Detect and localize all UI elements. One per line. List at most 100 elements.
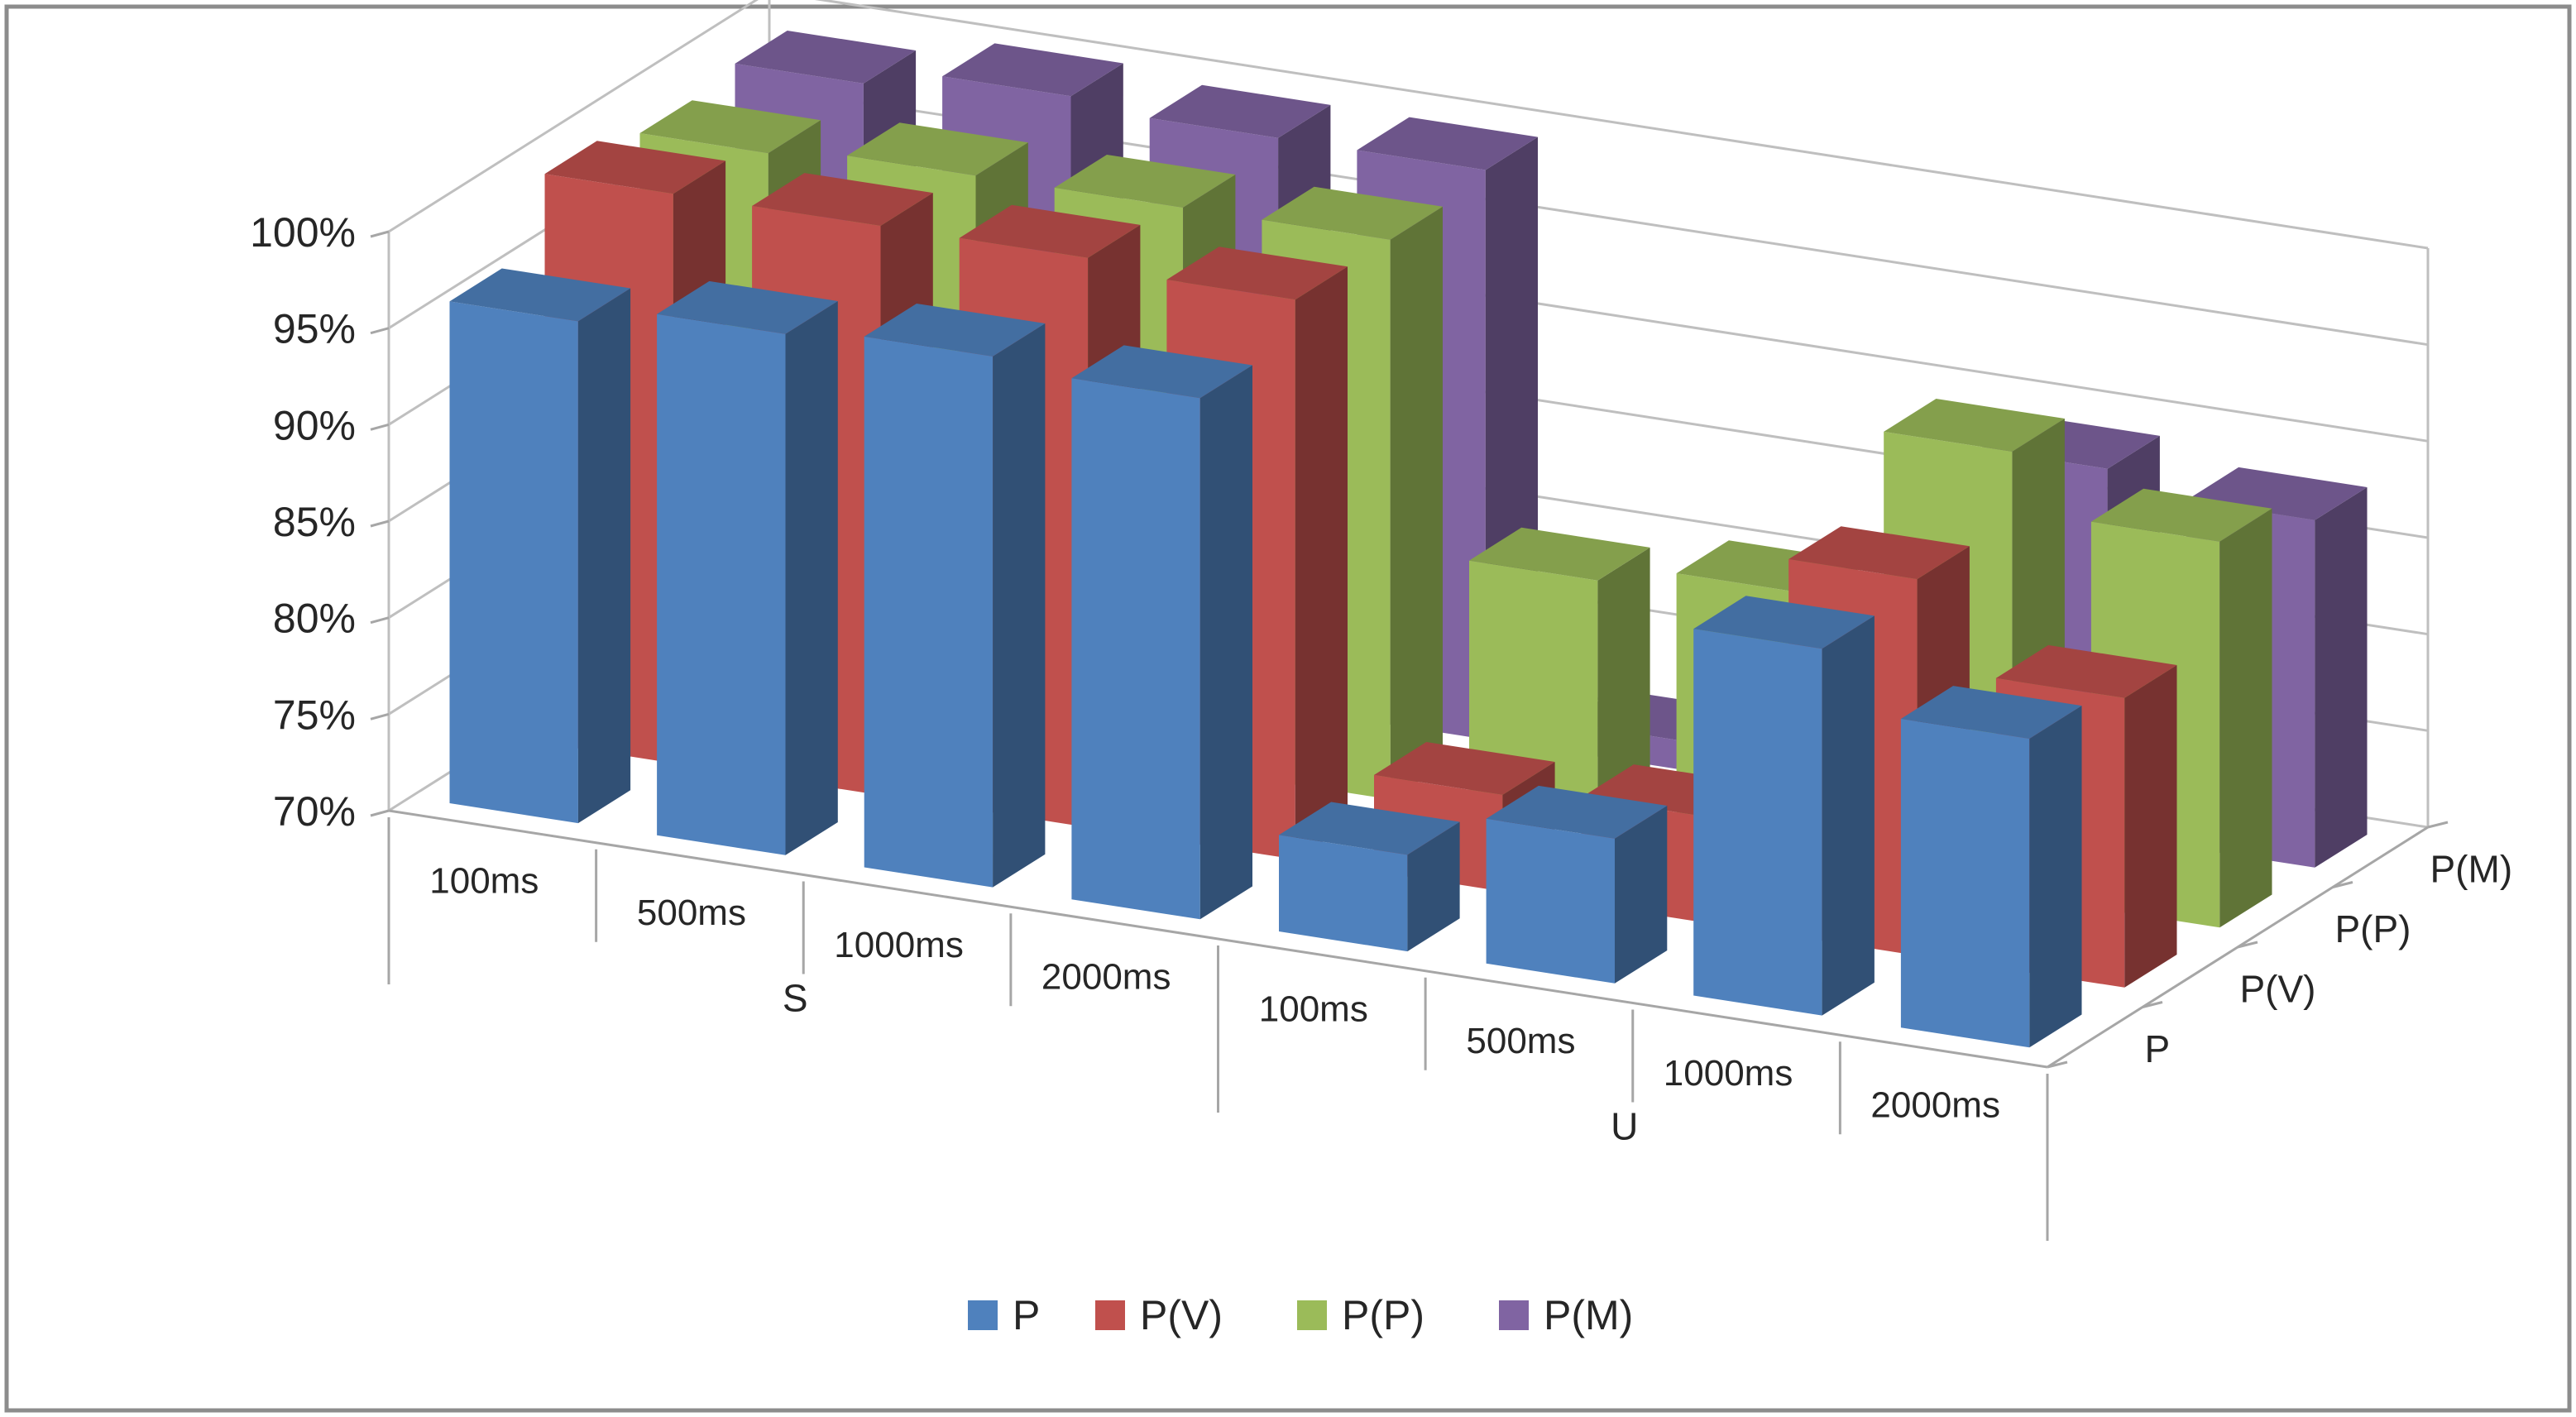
bar-top-face: [735, 31, 917, 84]
y-tick-mark-0: [370, 809, 390, 817]
bar-P-500ms-S: [657, 280, 838, 855]
depth-axis-labels: P P(V) P(P) P(M): [2145, 847, 2513, 1070]
x-group-label: S: [783, 977, 808, 1020]
legend-swatch: [968, 1300, 998, 1330]
bar-top-face: [544, 141, 726, 194]
bar-top-face: [1693, 596, 1875, 649]
bar-side-face: [2029, 706, 2082, 1048]
depth-tick-3: [2332, 881, 2353, 888]
bar-P-2000ms-S: [1071, 345, 1252, 920]
bar-side-face: [1199, 365, 1252, 920]
bar-top-face: [847, 122, 1028, 176]
x-tick-label: 1000ms: [1664, 1053, 1793, 1094]
x-tick-label: 100ms: [1259, 989, 1368, 1029]
bar-top-face: [1149, 84, 1331, 138]
gridline-100%: [388, 0, 2429, 250]
bar-side-face: [1822, 615, 1875, 1016]
bar-top-face: [1486, 785, 1668, 839]
y-tick-label: 80%: [273, 596, 356, 642]
x-tick-label: 100ms: [429, 860, 539, 901]
bar-top-face: [1884, 399, 2065, 452]
depth-tick-1: [2142, 1001, 2163, 1008]
x-axis-line: [388, 809, 2048, 1069]
bar-front-face: [864, 336, 994, 888]
bar-front-face: [1071, 378, 1200, 920]
legend-label: P: [1013, 1292, 1040, 1338]
y-tick-mark-2: [370, 616, 390, 625]
legend: P P(V) P(P) P(M): [968, 1292, 1633, 1338]
bar-front-face: [1486, 818, 1615, 984]
bar-front-face: [1693, 629, 1822, 1016]
bar-top-face: [864, 304, 1046, 357]
x-tick-label: 1000ms: [834, 925, 964, 965]
y-tick-label: 90%: [273, 402, 356, 448]
bar-top-face: [1166, 247, 1348, 300]
bar-top-face: [942, 43, 1123, 97]
x-axis-labels: 100ms 500ms 1000ms 2000ms 100ms 500ms 1000ms 20…: [429, 860, 2000, 1147]
depth-label: P(P): [2335, 907, 2411, 950]
bar-top-face: [1900, 686, 2082, 739]
bar-P-2000ms-U: [1900, 686, 2082, 1048]
y-tick-mark-1: [370, 712, 390, 720]
bar-top-face: [1054, 155, 1236, 208]
depth-tick-2: [2237, 941, 2258, 949]
y-tick-label: 100%: [250, 209, 356, 256]
y-tick-mark-3: [370, 519, 390, 528]
bar-P-100ms-U: [1279, 802, 1460, 952]
bar-P-1000ms-U: [1693, 596, 1875, 1016]
depth-label: P: [2145, 1027, 2171, 1070]
bar-top-face: [2090, 488, 2272, 542]
depth-label: P(M): [2430, 847, 2513, 890]
y-tick-label: 85%: [273, 499, 356, 545]
bar-side-face: [2124, 665, 2177, 988]
bar-side-face: [1390, 206, 1443, 800]
bar-P-500ms-U: [1486, 785, 1668, 984]
x-group-label: U: [1611, 1105, 1638, 1148]
bar-P-100ms-S: [449, 268, 631, 824]
depth-label: P(V): [2240, 967, 2316, 1010]
y-tick-label: 75%: [273, 692, 356, 738]
x-tick-label: 2000ms: [1041, 957, 1171, 998]
bar-side-face: [993, 323, 1046, 888]
x-tick-label: 500ms: [637, 893, 746, 933]
legend-label: P(M): [1544, 1292, 1633, 1338]
bar-front-face: [657, 314, 786, 855]
bar-top-face: [1357, 117, 1538, 170]
y-axis-labels: 70% 75% 80% 85% 90% 95% 100%: [250, 209, 356, 835]
bar-top-face: [639, 100, 821, 154]
bar-side-face: [2315, 487, 2368, 868]
bar-side-face: [2219, 508, 2272, 928]
bar-front-face: [1900, 719, 2030, 1048]
depth-tick-0: [2047, 1060, 2068, 1069]
bar-top-face: [1469, 527, 1650, 581]
bar-side-face: [1615, 806, 1668, 984]
legend-swatch: [1095, 1300, 1125, 1330]
legend-item: P(V): [1095, 1292, 1223, 1338]
depth-tick-4: [2427, 821, 2449, 829]
legend-label: P(P): [1342, 1292, 1424, 1338]
bar-front-face: [1279, 835, 1408, 952]
bar-top-face: [1788, 526, 1970, 580]
bar-top-face: [1262, 186, 1443, 240]
bar-side-face: [1407, 821, 1460, 952]
bar-side-face: [577, 288, 631, 824]
legend-swatch: [1297, 1300, 1327, 1330]
legend-item: P: [968, 1292, 1040, 1338]
bar-side-face: [1597, 547, 1650, 832]
legend-label: P(V): [1140, 1292, 1223, 1338]
bar-top-face: [1279, 802, 1460, 855]
x-tick-label: 2000ms: [1870, 1085, 2000, 1126]
y-tick-label: 70%: [273, 788, 356, 835]
bar-top-face: [657, 280, 838, 334]
bar-top-face: [1374, 742, 1555, 795]
bars: [449, 31, 2368, 1048]
legend-item: P(M): [1499, 1292, 1633, 1338]
bar-top-face: [449, 268, 631, 322]
bar-front-face: [449, 301, 578, 824]
bar-top-face: [1995, 644, 2177, 698]
y-tick-label: 95%: [273, 306, 356, 352]
bar-side-face: [785, 301, 838, 855]
y-tick-mark-5: [370, 327, 390, 335]
